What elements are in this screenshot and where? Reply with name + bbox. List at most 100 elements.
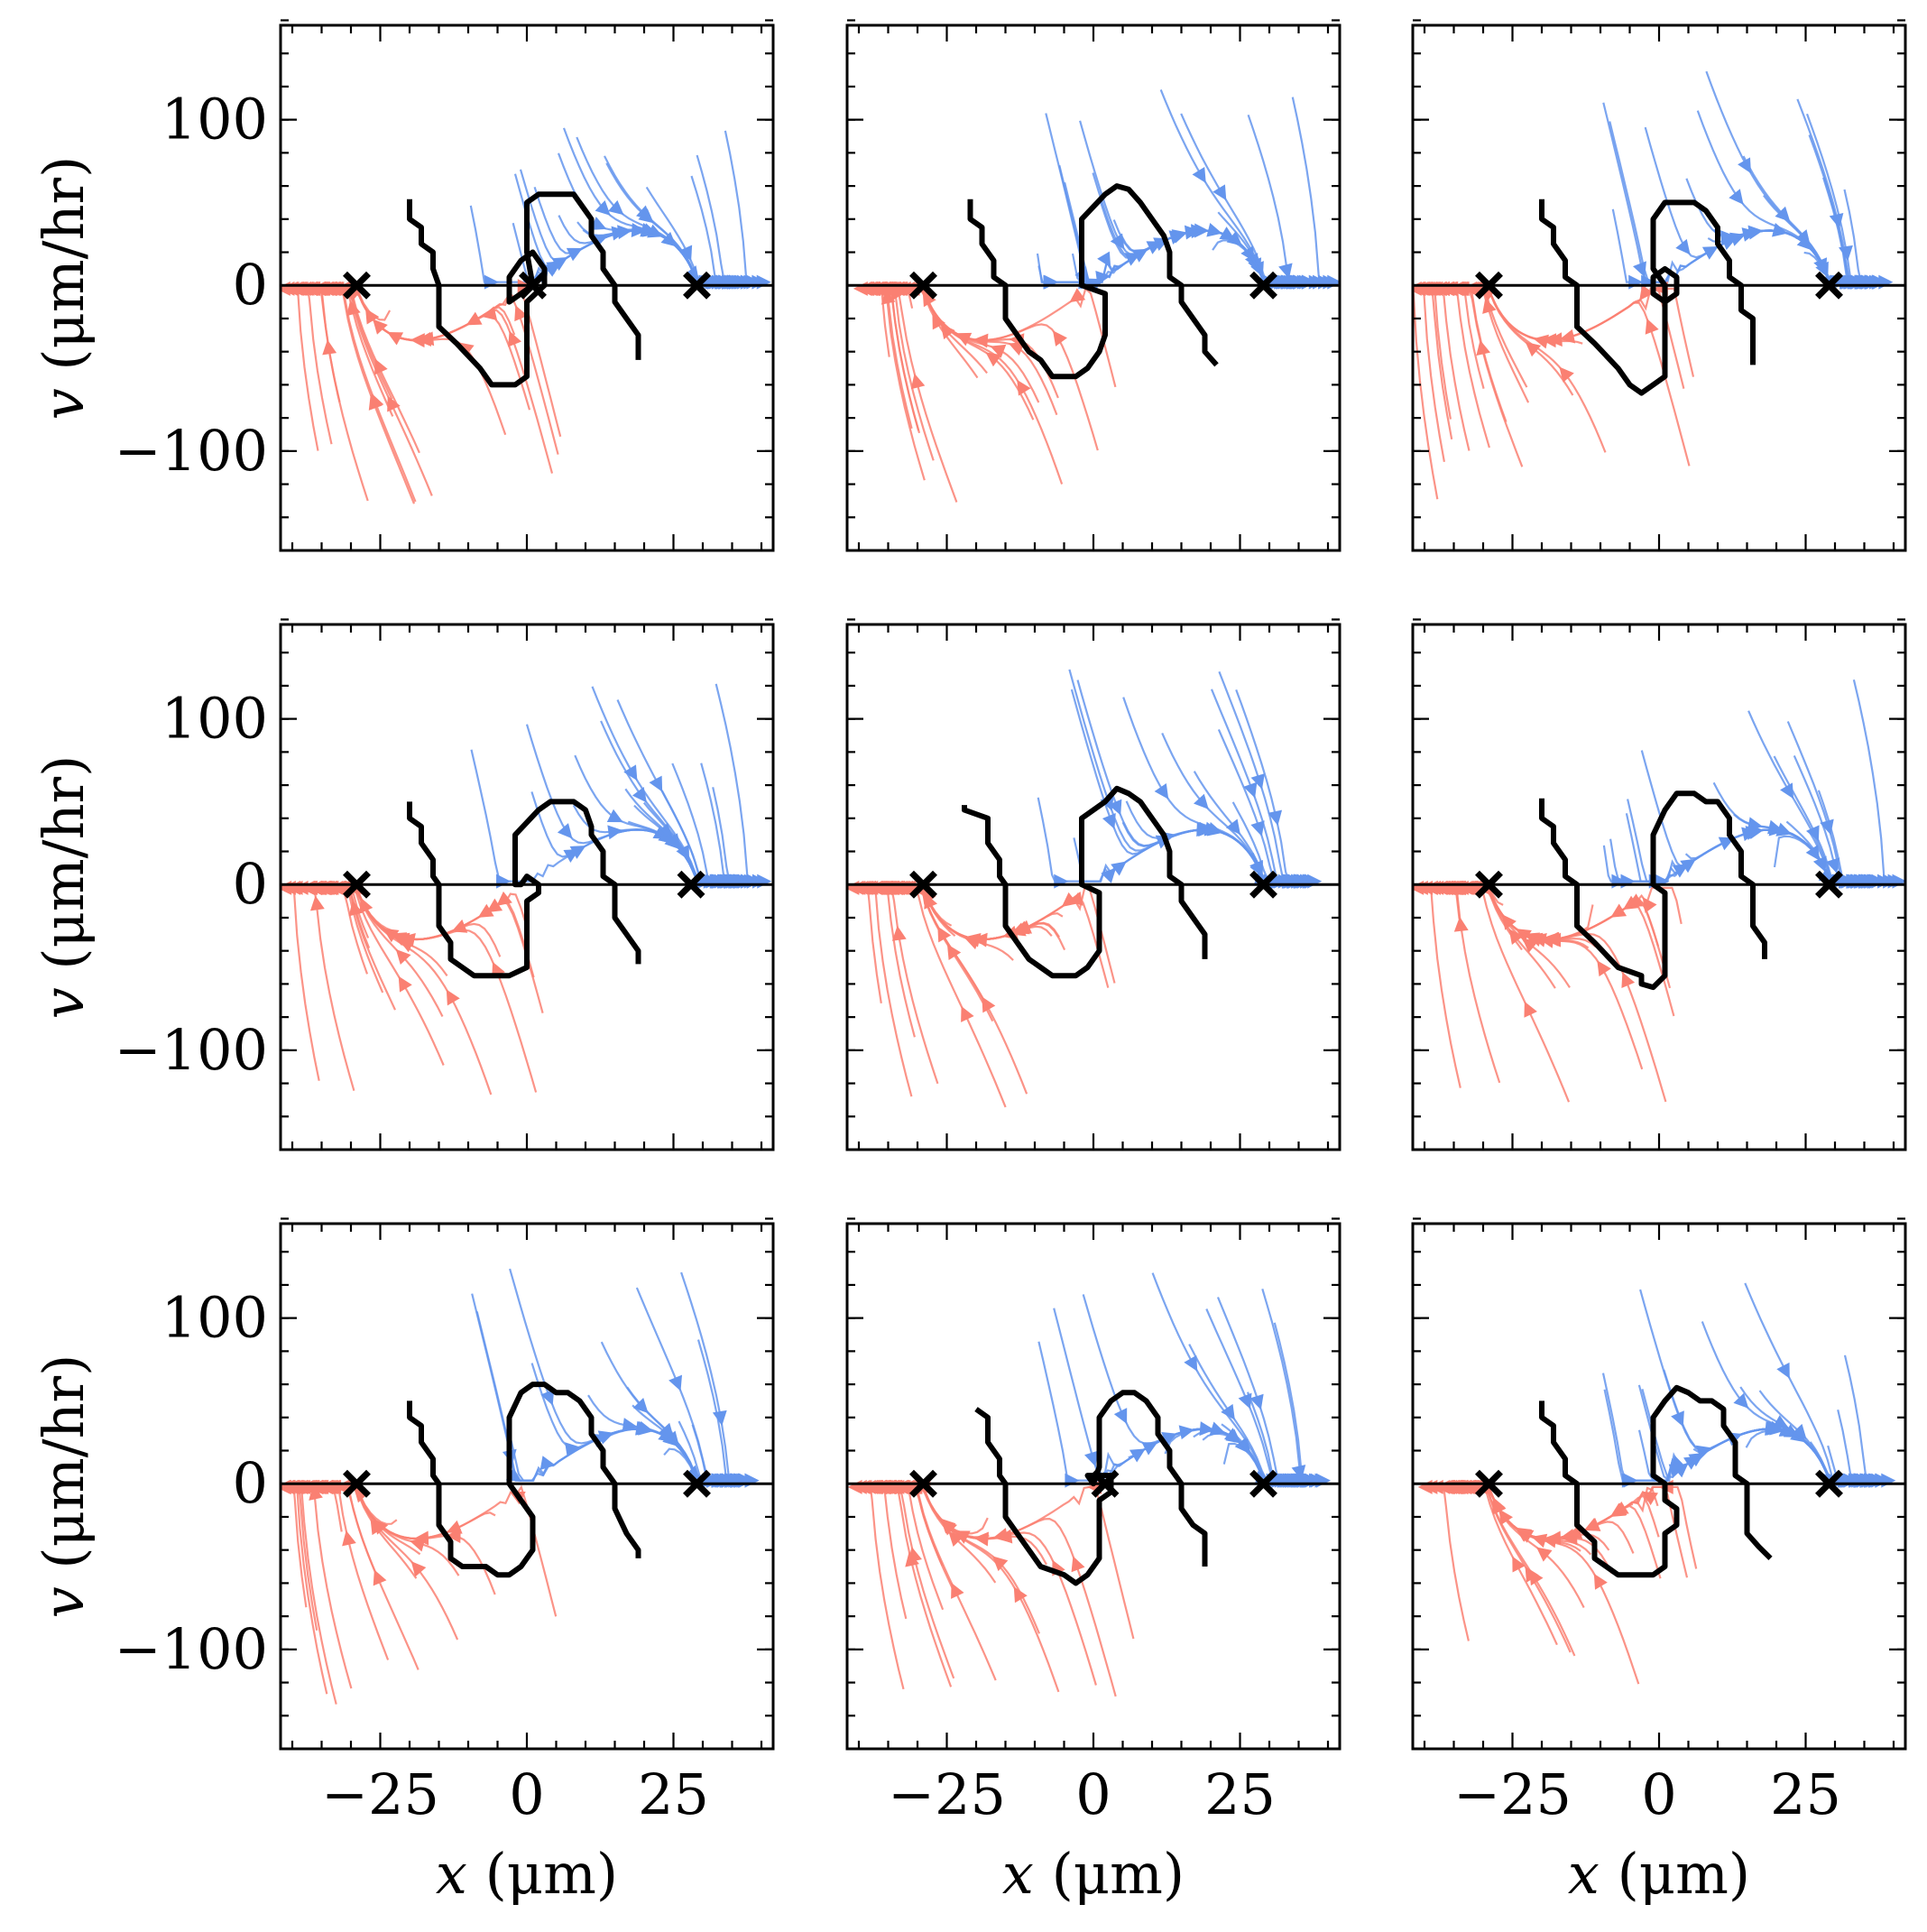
fixed-point-marker: [909, 271, 937, 300]
flow-arrow: [563, 849, 580, 863]
flow-arrow: [1178, 1425, 1194, 1440]
flow-arrow: [1878, 274, 1894, 290]
flow-arrow: [1780, 782, 1794, 800]
flow-arrow: [1268, 809, 1283, 826]
flow-arrow: [990, 344, 1007, 358]
flow-arrow: [1675, 238, 1691, 255]
flow-arrow: [1013, 1586, 1028, 1604]
flow-arrow: [1559, 328, 1576, 344]
panel-7: −100 0 100 −25 0 25: [115, 1217, 775, 1827]
flow-arrow: [937, 926, 952, 943]
streamline-positive: [1247, 114, 1319, 283]
streamline-negative: [882, 886, 1064, 941]
streamline-positive: [1217, 728, 1313, 883]
flow-arrow: [1278, 263, 1293, 280]
streamline-positive: [1742, 155, 1875, 283]
x-tick-label: 25: [1770, 1761, 1841, 1827]
flow-arrow: [1621, 972, 1636, 989]
flow-arrow: [1243, 781, 1258, 799]
flow-arrow: [1733, 1392, 1749, 1409]
flow-arrow: [370, 1519, 384, 1536]
flow-arrow: [890, 283, 906, 300]
flow-arrow: [410, 1561, 427, 1577]
flow-arrow: [664, 1430, 680, 1447]
fixed-point-marker: [343, 1469, 371, 1498]
fixed-point-marker: [1475, 271, 1503, 300]
fixed-point-marker: [343, 870, 371, 899]
x-axis-label: x (μm): [1568, 1841, 1750, 1907]
x-tick-label: 0: [1075, 1761, 1111, 1827]
y-tick-label: 0: [233, 851, 268, 917]
fixed-point-marker: [683, 1469, 711, 1498]
flow-arrow: [623, 764, 638, 781]
flow-arrow: [508, 330, 522, 347]
flow-arrow: [1766, 1420, 1783, 1436]
ticks: [847, 618, 1340, 1150]
flow-arrow: [398, 975, 412, 993]
flow-arrow: [666, 833, 681, 849]
flow-arrow: [757, 874, 772, 889]
fixed-point-marker: [909, 1469, 937, 1498]
streamline-positive: [1745, 1428, 1876, 1482]
streamline-positive: [1843, 1354, 1891, 1482]
flow-arrow: [1820, 818, 1834, 836]
flow-arrow: [348, 900, 364, 917]
flow-arrow: [1525, 341, 1542, 357]
streamline-positive: [1205, 1308, 1312, 1482]
streamline-positive: [1070, 689, 1299, 883]
flow-arrow: [951, 1582, 964, 1599]
nullcline: [407, 1382, 641, 1578]
flow-arrow: [309, 895, 325, 911]
flow-arrow: [395, 948, 411, 966]
fixed-point-marker: [683, 271, 711, 300]
panel-2: [845, 19, 1342, 552]
streamline-negative: [881, 886, 1061, 940]
flow-arrow: [1508, 929, 1524, 945]
flow-arrow: [1071, 1556, 1085, 1573]
streamlines: [281, 127, 771, 504]
nullcline: [1539, 790, 1767, 991]
ticks: [281, 618, 773, 1150]
flow-arrow: [387, 395, 401, 412]
streamline-negative: [1413, 287, 1445, 462]
streamline-positive: [591, 686, 742, 883]
flow-arrow: [1522, 938, 1538, 953]
flow-arrow: [1008, 342, 1025, 356]
flow-arrow: [1620, 874, 1636, 889]
y-tick-label: −100: [115, 1616, 268, 1682]
flow-arrow: [1482, 298, 1497, 314]
streamlines: [1413, 70, 1894, 500]
y-tick-label: −100: [115, 1017, 268, 1083]
nullcline: [407, 191, 641, 388]
flow-arrow: [416, 331, 432, 347]
fixed-point-marker: [1475, 870, 1503, 899]
flow-arrow: [1805, 845, 1821, 861]
panel-1: −100 0 100: [115, 19, 775, 552]
fixed-point-marker: [519, 271, 547, 300]
flow-arrow: [1067, 891, 1083, 906]
flow-arrow: [486, 898, 503, 913]
fixed-point-marker: [1249, 870, 1277, 899]
flow-arrow: [649, 775, 663, 792]
streamline-positive: [1701, 1321, 1872, 1482]
flow-arrow: [1524, 1001, 1537, 1018]
flow-arrow: [608, 199, 624, 216]
flow-arrow: [514, 305, 528, 322]
streamline-positive: [530, 1363, 736, 1482]
streamline-positive: [712, 787, 757, 883]
flow-arrow: [540, 1389, 555, 1406]
streamline-positive: [1744, 1282, 1876, 1482]
flow-arrow: [446, 1529, 461, 1544]
flow-arrow: [891, 925, 907, 941]
fixed-point-marker: [1815, 271, 1843, 300]
fixed-point-marker: [343, 271, 371, 300]
flow-arrow: [1250, 773, 1265, 790]
streamline-positive: [724, 130, 766, 283]
flow-arrow: [1628, 274, 1644, 290]
flow-arrow: [590, 217, 607, 230]
streamline-positive: [530, 791, 736, 883]
panel-5: [845, 618, 1342, 1151]
nullcline: [962, 785, 1208, 979]
flow-arrow: [1775, 822, 1793, 837]
